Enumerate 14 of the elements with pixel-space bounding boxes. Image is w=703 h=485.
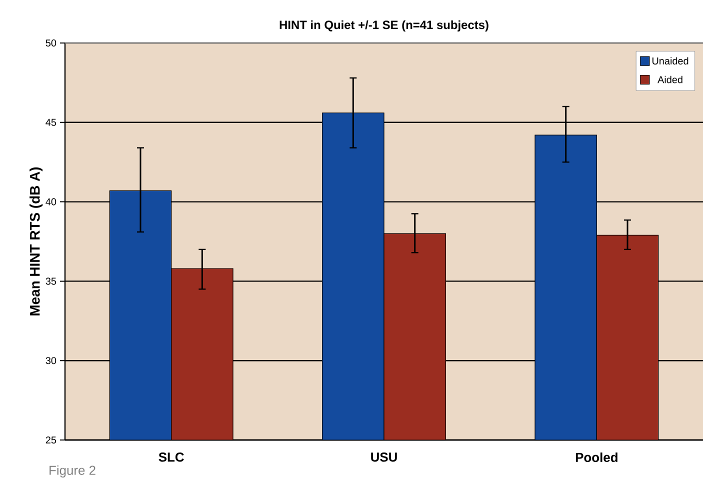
chart-title: HINT in Quiet +/-1 SE (n=41 subjects) <box>280 20 488 32</box>
y-tick-label: 40 <box>46 198 56 206</box>
legend-label: Aided <box>658 76 682 84</box>
y-tick-label: 35 <box>46 278 56 285</box>
y-tick-label: 30 <box>46 357 56 364</box>
x-tick-label: SLC <box>158 452 184 462</box>
x-tick-label: Pooled <box>576 452 618 462</box>
y-tick-label: 50 <box>46 39 56 47</box>
y-tick-label: 25 <box>46 436 56 444</box>
caption: Figure 2 <box>50 465 96 478</box>
y-tick-label: 45 <box>46 118 56 126</box>
legend-label: Unaided <box>652 57 688 64</box>
x-tick-label: USU <box>371 452 397 462</box>
y-axis-title: Mean HINT RTS (dB A) <box>30 167 43 316</box>
